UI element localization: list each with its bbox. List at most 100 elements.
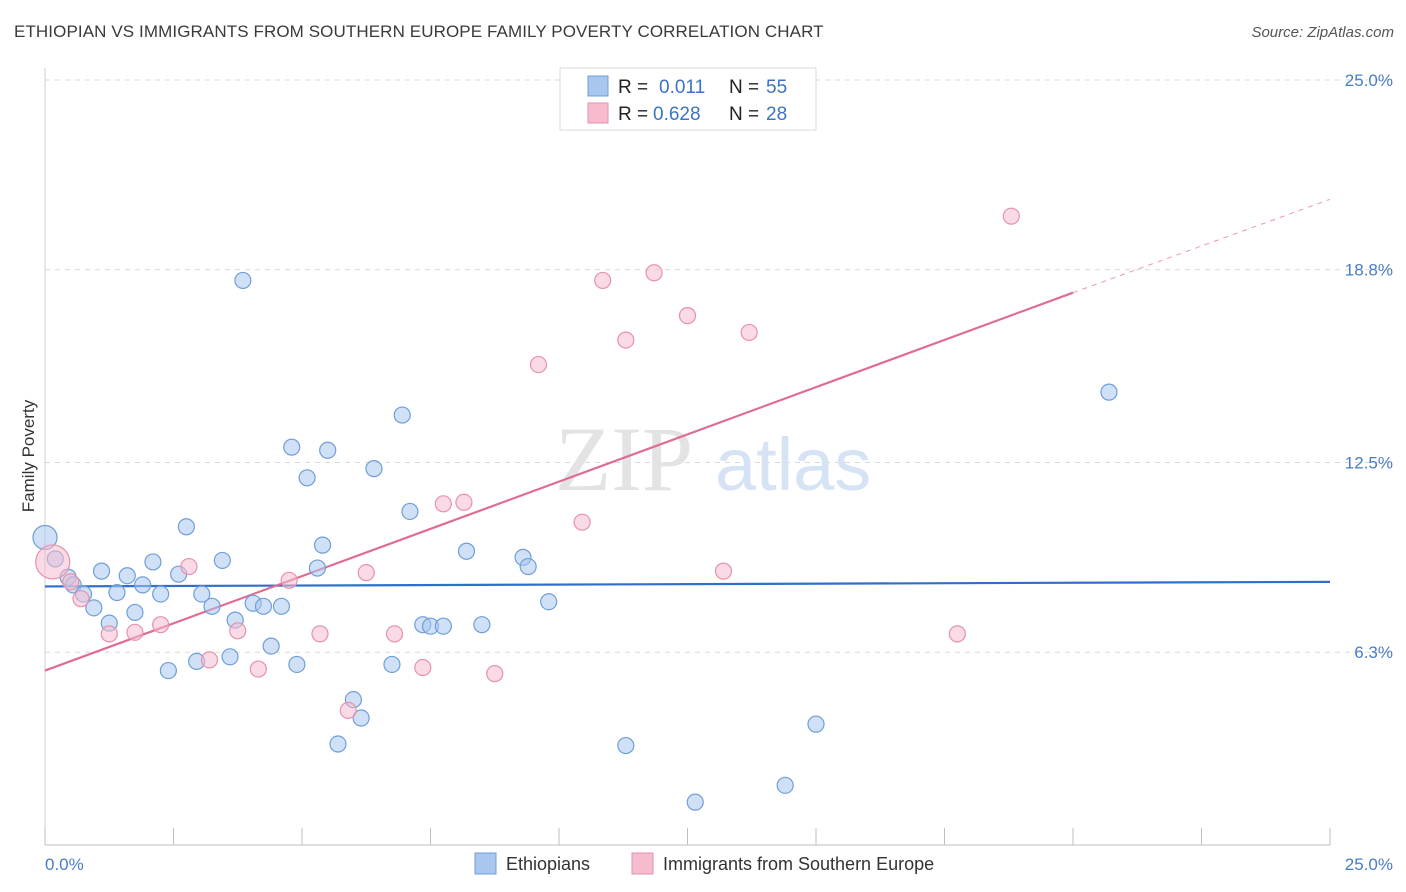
immigrants-trend-line [44,291,1074,672]
ethiopians-point [254,597,273,615]
immigrants-trend-extension [1072,198,1331,294]
immigrants-point [529,355,548,374]
legend-n-value-1: 55 [766,77,787,98]
legend-n-value-2: 28 [766,104,787,125]
ethiopians-point [221,648,239,666]
ethiopians-point [540,593,558,611]
ethiopians-point [92,562,111,580]
ethiopians-point [152,585,170,603]
y-tick-label: 6.3% [1354,643,1393,662]
chart-title: ETHIOPIAN VS IMMIGRANTS FROM SOUTHERN EU… [14,22,824,41]
immigrants-point [126,623,144,641]
legend-n-label-1: N = [729,77,759,98]
immigrants-point [72,590,90,608]
immigrants-point [645,264,663,282]
ethiopians-point [401,502,419,521]
ethiopians-point [288,655,306,674]
ethiopians-point [329,735,347,753]
bottom-legend: Ethiopians Immigrants from Southern Euro… [474,852,934,875]
bottom-legend-swatch-ethiopians [474,852,497,875]
x-tick-labels: 0.0% 25.0% [45,855,1393,874]
ethiopians-point [134,576,152,594]
immigrants-point [455,493,473,511]
ethiopians-point [213,551,231,570]
ethiopians-point [393,406,411,424]
x-tick-label: 25.0% [1345,855,1393,874]
ethiopians-point [434,617,452,635]
ethiopians-point [807,715,825,733]
immigrants-point [678,307,697,325]
immigrants-point [180,557,198,576]
legend-n-label-2: N = [729,104,759,125]
ethiopians-point [313,536,332,554]
ethiopians-point [193,585,211,603]
axes [44,68,1331,846]
y-tick-label: 18.8% [1345,261,1393,280]
top-legend: R = 0.011 N = 55 R = 0.628 N = 28 [559,67,817,131]
ethiopians-point [319,441,337,459]
immigrants-point [152,616,170,634]
ethiopians-point [177,518,195,536]
ethiopians-point [519,557,537,576]
y-axis-title: Family Poverty [19,399,38,512]
immigrants-point [100,625,118,643]
legend-r-label-2: R = [618,104,648,125]
ethiopians-point [118,567,136,585]
immigrants-point [385,625,404,643]
y-tick-label: 25.0% [1345,71,1393,90]
ethiopians-point [159,661,177,680]
immigrants-point [339,701,357,719]
immigrants-point [948,625,966,643]
ethiopians-point [262,637,280,655]
immigrants-point [311,625,329,643]
ethiopians-point [457,542,476,560]
bottom-legend-swatch-immigrants [631,852,654,875]
immigrants-point [1002,207,1020,225]
ethiopians-point [85,599,103,617]
ethiopians-point [108,583,126,602]
legend-r-label-1: R = [618,77,648,98]
watermark-atlas: atlas [715,423,871,506]
ethiopians-point [617,736,635,755]
source-label: Source: ZipAtlas.com [1251,24,1394,41]
y-tick-labels: 6.3% 12.5% 18.8% 25.0% [1345,71,1393,662]
watermark-zip: ZIP [555,408,693,510]
immigrants-point [249,660,267,678]
ethiopians-point [686,793,704,811]
watermark: ZIP atlas [555,408,871,510]
legend-r-value-2: 0.628 [653,104,701,125]
immigrants-point [486,665,504,683]
immigrants-point [200,651,219,669]
ethiopians-point [298,469,316,487]
ethiopians-point [776,776,794,794]
ethiopians-point [126,603,144,622]
immigrants-point [594,271,612,290]
immigrants-point [280,571,298,589]
immigrants-point [617,331,635,349]
ethiopians-point [1100,383,1118,401]
ethiopians-point [308,559,327,577]
ethiopians-point [283,438,301,456]
legend-swatch-ethiopians [587,75,609,97]
immigrants-point [62,573,80,591]
ethiopians-point [144,553,162,571]
ethiopians-point [272,597,291,615]
immigrants-point [573,513,591,531]
immigrants-point [229,622,247,640]
bottom-legend-label-ethiopians: Ethiopians [506,854,590,874]
immigrants-point [35,544,71,580]
bottom-legend-label-immigrants: Immigrants from Southern Europe [663,854,934,874]
ethiopians-point [383,655,401,674]
data-points [32,80,1118,811]
ethiopians-point [352,709,370,727]
ethiopians-point [203,597,221,615]
immigrants-point [434,495,452,513]
ethiopians-trend-line [44,580,1331,588]
immigrants-point [414,658,432,677]
ethiopians-point [473,616,491,634]
y-tick-label: 12.5% [1345,454,1393,473]
immigrants-point [357,564,375,582]
immigrants-point [714,562,733,580]
x-tick-label: 0.0% [45,855,84,874]
